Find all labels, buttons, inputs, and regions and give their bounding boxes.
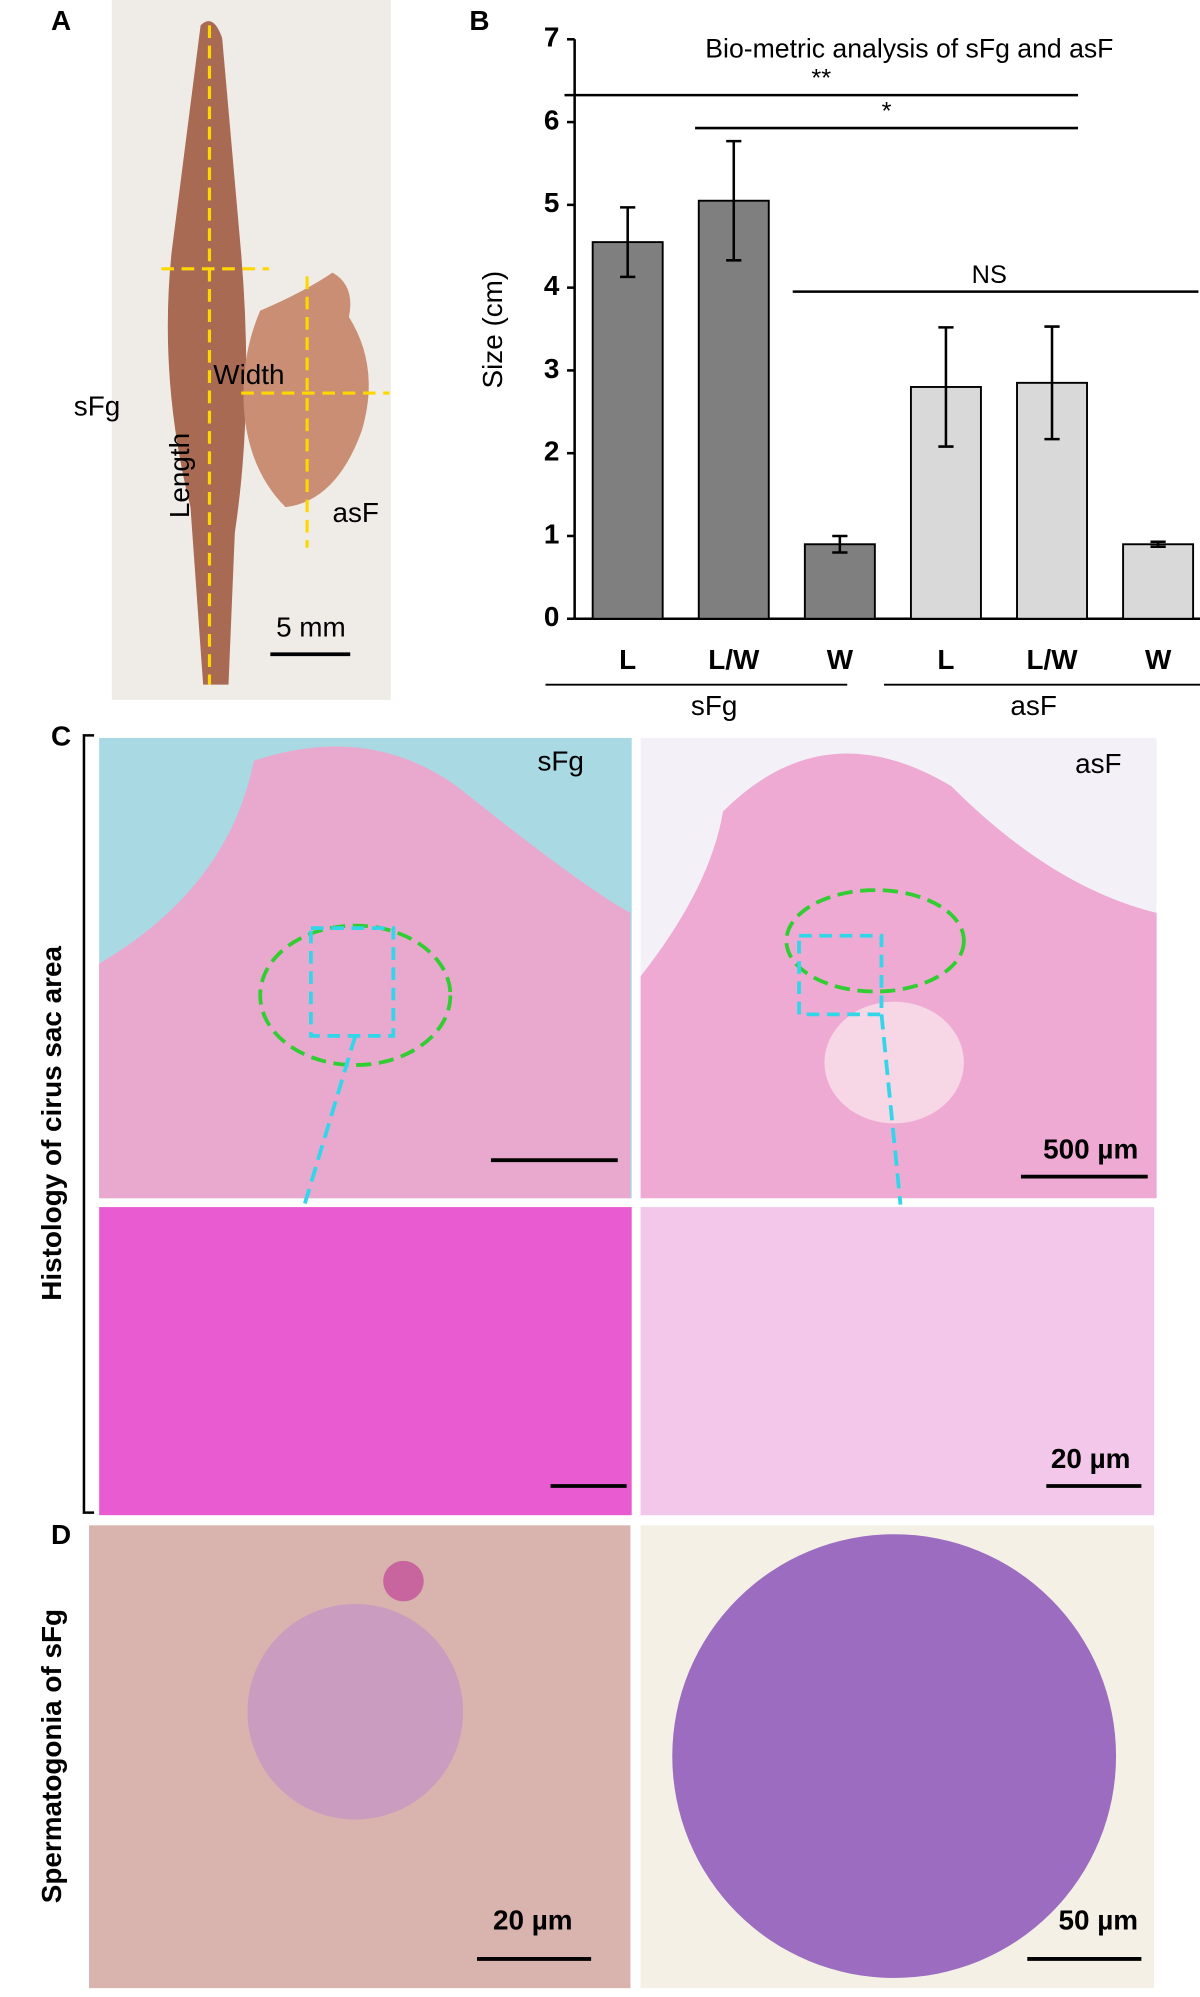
y-tick-label: 4 <box>544 270 560 301</box>
y-tick-label: 1 <box>544 518 560 549</box>
bar-chart: 0 1 2 3 4 5 6 7 Bio-metric analysis of sFg and a… <box>477 22 1200 721</box>
chart-title: Bio-metric analysis of sFg and asF <box>705 34 1113 64</box>
bracket <box>82 734 95 1514</box>
group-label: asF <box>1010 690 1056 721</box>
bar <box>1122 543 1195 620</box>
bar <box>697 199 770 620</box>
panel-letter: A <box>51 5 71 36</box>
scale-label: 5 mm <box>276 611 346 642</box>
histology-images <box>99 737 1157 1516</box>
x-tick-label: L/W <box>1026 644 1078 675</box>
significance-label: NS <box>972 261 1007 289</box>
group-label: sFg <box>691 690 737 721</box>
image-title: asF <box>1075 748 1121 779</box>
y-tick-label: 3 <box>544 353 560 384</box>
error-bar <box>620 206 636 279</box>
y-tick-label: 6 <box>544 104 560 135</box>
y-tick-label: 7 <box>544 22 560 53</box>
specimen-label: sFg <box>74 391 120 422</box>
y-tick-label: 2 <box>544 436 560 467</box>
bar <box>803 543 876 620</box>
panel-letter: C <box>51 720 71 751</box>
error-bar <box>1150 540 1166 549</box>
side-label: Spermatogonia of sFg <box>36 1609 67 1903</box>
scale-label: 20 µm <box>1051 1443 1131 1474</box>
panel-letter: D <box>51 1519 71 1550</box>
x-tick-label: L <box>619 644 636 675</box>
scale-label: 500 µm <box>1043 1134 1138 1165</box>
side-label: Histology of cirus sac area <box>36 946 67 1301</box>
error-bar <box>938 326 954 448</box>
cell-images <box>89 1525 1155 1989</box>
scale-label: 20 µm <box>493 1905 573 1936</box>
x-tick-label: L <box>937 644 954 675</box>
scale-label: 50 µm <box>1058 1905 1138 1936</box>
significance-label: * <box>882 98 892 126</box>
specimen-label: asF <box>332 497 378 528</box>
significance-label: ** <box>811 65 831 93</box>
photo-specimens <box>111 0 391 700</box>
bar <box>591 241 664 620</box>
error-bar <box>726 139 742 262</box>
panel-letter: B <box>469 5 489 36</box>
y-axis-label: Size (cm) <box>477 271 508 389</box>
width-label: Width <box>213 359 284 390</box>
y-tick-label: 5 <box>544 187 560 218</box>
length-label: Length <box>164 433 195 518</box>
x-tick-label: W <box>827 644 854 675</box>
image-title: sFg <box>537 746 583 777</box>
x-tick-label: W <box>1145 644 1172 675</box>
error-bar <box>1044 325 1060 441</box>
bar <box>1016 381 1088 620</box>
x-tick-label: L/W <box>708 644 760 675</box>
error-bar <box>832 534 848 554</box>
y-tick-label: 0 <box>544 601 560 632</box>
